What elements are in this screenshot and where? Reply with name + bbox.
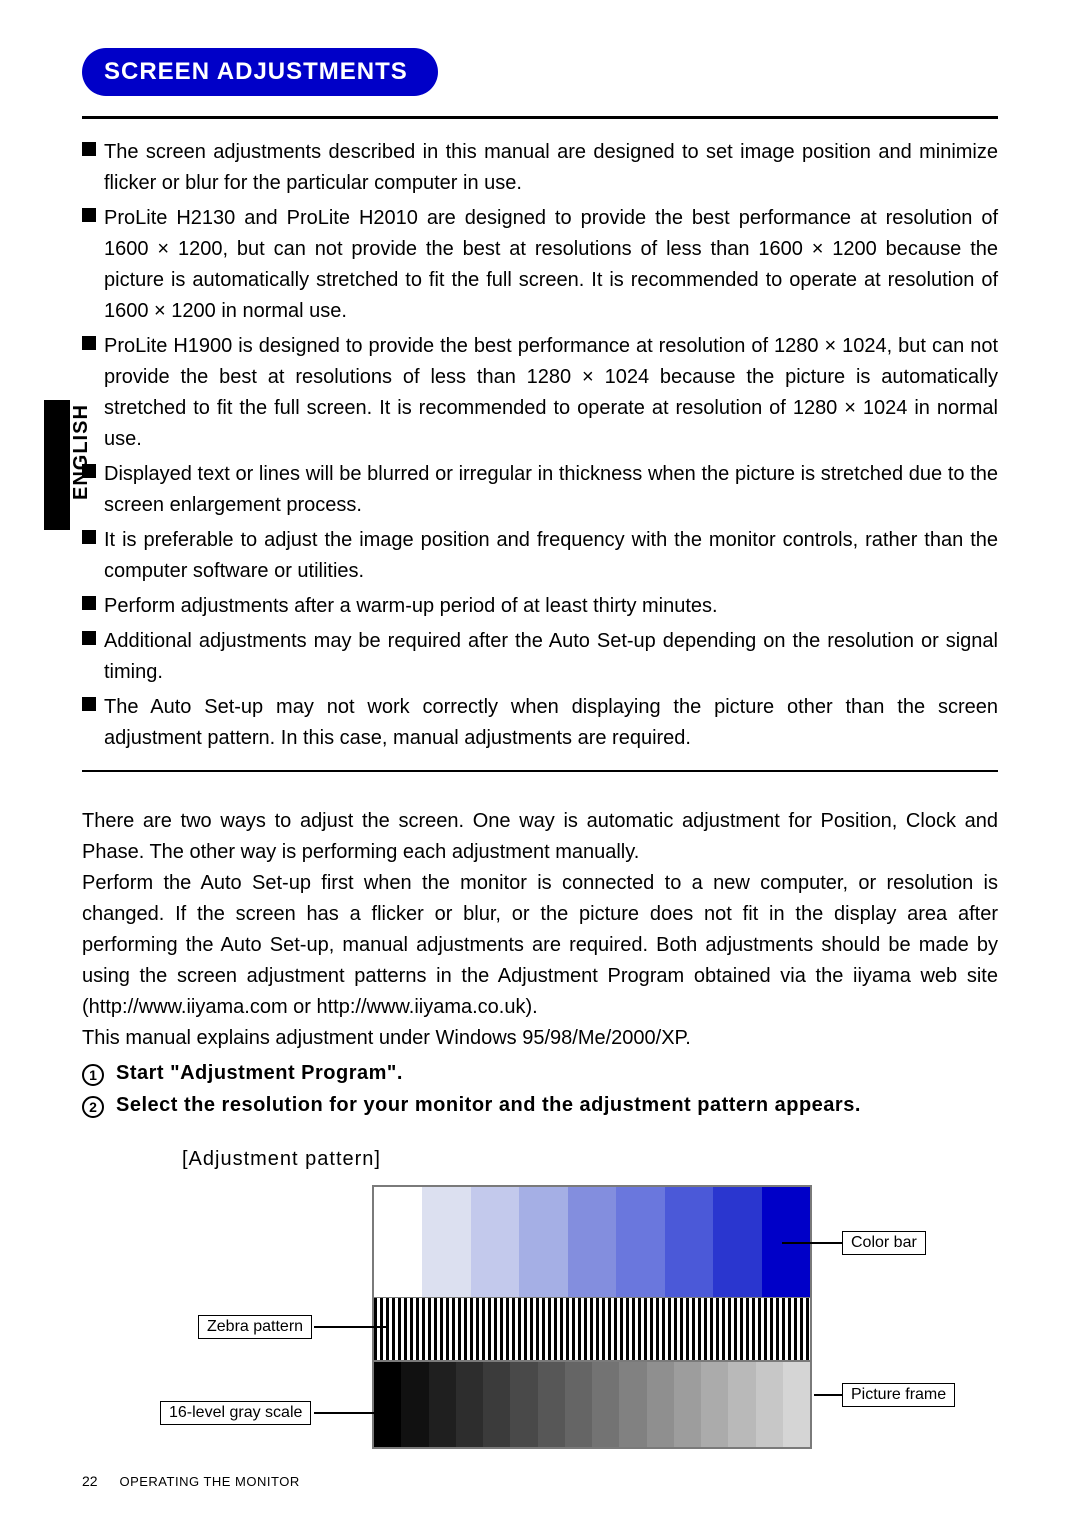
bullet-marker (82, 208, 96, 222)
bullet-text: Additional adjustments may be required a… (104, 626, 998, 688)
grayscale-segment (647, 1362, 674, 1447)
bullet-text: Perform adjustments after a warm-up peri… (104, 591, 998, 622)
bullet-marker (82, 697, 96, 711)
callout-zebra: Zebra pattern (198, 1315, 312, 1339)
grayscale-segment (565, 1362, 592, 1447)
colorbar-segment (374, 1187, 422, 1297)
leader-zebra (314, 1326, 386, 1328)
step-1: 1 Start "Adjustment Program". (82, 1062, 998, 1086)
footer-section: OPERATING THE MONITOR (119, 1474, 299, 1489)
bullet-item: Additional adjustments may be required a… (82, 626, 998, 688)
body-paragraph-1: There are two ways to adjust the screen.… (82, 806, 998, 868)
bullet-item: Displayed text or lines will be blurred … (82, 459, 998, 521)
bullet-marker (82, 631, 96, 645)
pattern-label: [Adjustment pattern] (182, 1148, 998, 1171)
grayscale-segment (701, 1362, 728, 1447)
leader-colorbar (782, 1242, 842, 1244)
bullet-text: Displayed text or lines will be blurred … (104, 459, 998, 521)
grayscale-segment (728, 1362, 755, 1447)
grayscale-segment (783, 1362, 810, 1447)
leader-gray (314, 1412, 386, 1414)
colorbar-segment (519, 1187, 567, 1297)
language-label: ENGLISH (70, 404, 93, 500)
bullet-text: It is preferable to adjust the image pos… (104, 525, 998, 587)
bullet-text: ProLite H1900 is designed to provide the… (104, 331, 998, 455)
step-2-text: Select the resolution for your monitor a… (116, 1094, 861, 1117)
callout-gray: 16-level gray scale (160, 1401, 311, 1425)
callout-frame: Picture frame (842, 1383, 955, 1407)
mid-rule (82, 770, 998, 772)
bullet-marker (82, 142, 96, 156)
grayscale-segment (374, 1362, 401, 1447)
bullet-item: The Auto Set-up may not work correctly w… (82, 692, 998, 754)
grayscale-segment (401, 1362, 428, 1447)
grayscale-segment (456, 1362, 483, 1447)
bullet-text: The Auto Set-up may not work correctly w… (104, 692, 998, 754)
grayscale-segment (592, 1362, 619, 1447)
colorbar-segment (713, 1187, 761, 1297)
language-tab (44, 400, 70, 530)
step-2: 2 Select the resolution for your monitor… (82, 1094, 998, 1118)
gray-scale-row (374, 1361, 810, 1447)
bullet-marker (82, 336, 96, 350)
grayscale-segment (619, 1362, 646, 1447)
bullet-item: The screen adjustments described in this… (82, 137, 998, 199)
step-2-marker: 2 (82, 1096, 104, 1118)
callout-colorbar: Color bar (842, 1231, 926, 1255)
page-number: 22 (82, 1473, 98, 1489)
pattern-frame (372, 1185, 812, 1449)
bullet-item: ProLite H1900 is designed to provide the… (82, 331, 998, 455)
step-1-text: Start "Adjustment Program". (116, 1062, 403, 1085)
bullet-marker (82, 596, 96, 610)
body-paragraph-2: Perform the Auto Set-up first when the m… (82, 868, 998, 1023)
color-bar-row (374, 1187, 810, 1297)
grayscale-segment (756, 1362, 783, 1447)
bullet-marker (82, 530, 96, 544)
grayscale-segment (429, 1362, 456, 1447)
grayscale-segment (538, 1362, 565, 1447)
zebra-pattern-row (374, 1297, 810, 1361)
bullet-list: The screen adjustments described in this… (82, 119, 998, 770)
colorbar-segment (568, 1187, 616, 1297)
grayscale-segment (674, 1362, 701, 1447)
step-1-marker: 1 (82, 1064, 104, 1086)
section-header: SCREEN ADJUSTMENTS (82, 48, 438, 96)
leader-frame (814, 1394, 842, 1396)
bullet-text: The screen adjustments described in this… (104, 137, 998, 199)
colorbar-segment (616, 1187, 664, 1297)
colorbar-segment (422, 1187, 470, 1297)
section-header-text: SCREEN ADJUSTMENTS (104, 58, 408, 85)
body-paragraph-3: This manual explains adjustment under Wi… (82, 1023, 998, 1054)
bullet-item: Perform adjustments after a warm-up peri… (82, 591, 998, 622)
page-footer: 22 OPERATING THE MONITOR (82, 1473, 300, 1489)
bullet-text: ProLite H2130 and ProLite H2010 are desi… (104, 203, 998, 327)
colorbar-segment (471, 1187, 519, 1297)
grayscale-segment (510, 1362, 537, 1447)
adjustment-pattern-diagram: Color bar Picture frame Zebra pattern 16… (82, 1185, 998, 1465)
bullet-item: It is preferable to adjust the image pos… (82, 525, 998, 587)
bullet-item: ProLite H2130 and ProLite H2010 are desi… (82, 203, 998, 327)
colorbar-segment (665, 1187, 713, 1297)
grayscale-segment (483, 1362, 510, 1447)
